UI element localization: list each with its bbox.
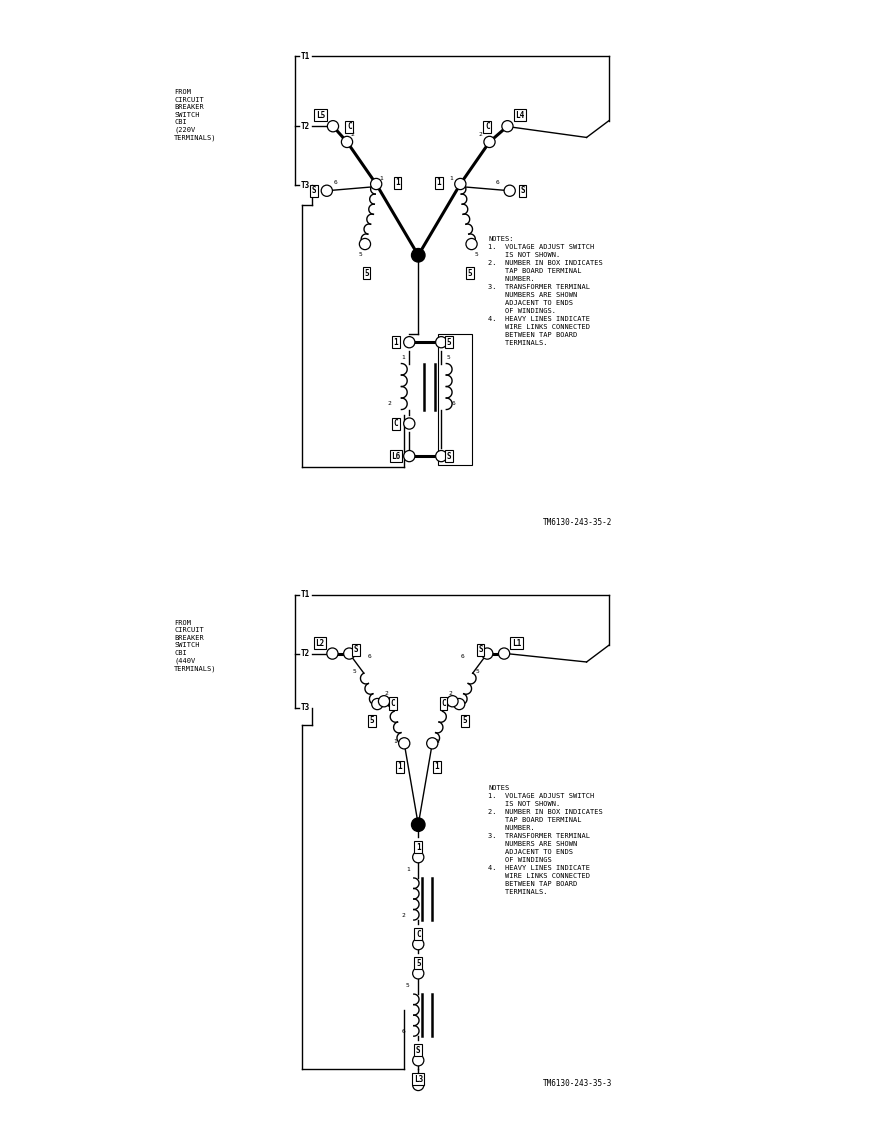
Text: C: C [416, 929, 420, 939]
Text: T3: T3 [300, 703, 309, 712]
Text: C: C [393, 419, 398, 429]
Text: 5: 5 [467, 268, 471, 278]
Text: 6: 6 [495, 180, 499, 185]
Circle shape [327, 120, 338, 131]
Circle shape [435, 337, 447, 348]
Text: S: S [447, 451, 451, 461]
Text: TM6130-243-35-2: TM6130-243-35-2 [542, 517, 611, 526]
Circle shape [341, 137, 353, 148]
Text: T2: T2 [300, 121, 309, 131]
Text: 1: 1 [392, 739, 396, 744]
Text: 2: 2 [401, 913, 405, 918]
Text: 1: 1 [393, 338, 398, 347]
Text: S: S [520, 186, 525, 195]
Text: S: S [354, 645, 358, 654]
Circle shape [370, 178, 381, 190]
Circle shape [403, 450, 415, 462]
Text: 6: 6 [460, 654, 463, 659]
Text: T2: T2 [300, 649, 309, 659]
Circle shape [484, 137, 494, 148]
Text: S: S [478, 645, 482, 654]
Text: S: S [311, 186, 316, 195]
Circle shape [447, 696, 457, 707]
Text: 5: 5 [476, 669, 479, 674]
Text: 5: 5 [446, 355, 449, 360]
Circle shape [378, 696, 389, 707]
Text: L2: L2 [315, 638, 324, 649]
Text: TM6130-243-35-3: TM6130-243-35-3 [542, 1078, 611, 1087]
Text: 5: 5 [462, 716, 467, 726]
Circle shape [412, 1079, 424, 1091]
Text: 2: 2 [350, 132, 354, 137]
Text: 1: 1 [395, 178, 400, 187]
Circle shape [412, 967, 424, 978]
Text: 6: 6 [367, 654, 370, 659]
Text: 1: 1 [406, 866, 409, 872]
Text: 1: 1 [397, 762, 401, 772]
Text: T3: T3 [300, 181, 309, 190]
Text: 5: 5 [364, 268, 369, 278]
Text: 2: 2 [447, 690, 451, 696]
Circle shape [343, 647, 354, 660]
Bar [438, 334, 471, 465]
Circle shape [455, 178, 465, 190]
Text: L1: L1 [511, 638, 520, 649]
Circle shape [501, 120, 512, 131]
Text: L3: L3 [413, 1075, 423, 1084]
Circle shape [481, 647, 493, 660]
Circle shape [371, 698, 383, 710]
Text: 1: 1 [435, 739, 439, 744]
Circle shape [435, 450, 447, 462]
Text: 1: 1 [416, 843, 420, 852]
Text: NOTES:
1.  VOLTAGE ADJUST SWITCH
    IS NOT SHOWN.
2.  NUMBER IN BOX INDICATES
 : NOTES: 1. VOLTAGE ADJUST SWITCH IS NOT S… [488, 236, 602, 346]
Text: S: S [416, 1046, 420, 1055]
Text: 2: 2 [387, 401, 391, 406]
Text: FROM
CIRCUIT
BREAKER
SWITCH
CBI
(440V
TERMINALS): FROM CIRCUIT BREAKER SWITCH CBI (440V TE… [174, 619, 216, 672]
Text: C: C [346, 122, 351, 131]
Text: 5: 5 [353, 669, 356, 674]
Text: 2: 2 [478, 132, 481, 137]
Circle shape [498, 647, 509, 660]
Text: 5: 5 [406, 983, 409, 987]
Circle shape [403, 417, 415, 429]
Text: 1: 1 [436, 178, 441, 187]
Text: FROM
CIRCUIT
BREAKER
SWITCH
CBI
(220V
TERMINALS): FROM CIRCUIT BREAKER SWITCH CBI (220V TE… [174, 89, 216, 141]
Text: 6: 6 [401, 1029, 405, 1034]
Text: 5: 5 [474, 252, 478, 257]
Text: 5: 5 [447, 338, 451, 347]
Text: C: C [485, 122, 489, 131]
Circle shape [426, 738, 438, 749]
Text: L4: L4 [515, 110, 524, 120]
Text: 1: 1 [400, 355, 404, 360]
Circle shape [398, 738, 409, 749]
Text: 5: 5 [416, 958, 420, 968]
Text: 2: 2 [384, 690, 387, 696]
Circle shape [465, 239, 477, 250]
Circle shape [412, 852, 424, 863]
Text: C: C [390, 699, 395, 708]
Text: T1: T1 [300, 52, 309, 61]
Circle shape [326, 647, 338, 660]
Circle shape [411, 249, 424, 263]
Text: T1: T1 [300, 590, 309, 599]
Circle shape [321, 185, 332, 196]
Circle shape [412, 1055, 424, 1066]
Text: 6: 6 [333, 180, 337, 185]
Circle shape [411, 818, 424, 831]
Text: 1: 1 [434, 762, 439, 772]
Text: 6: 6 [451, 401, 455, 406]
Text: 5: 5 [369, 716, 374, 726]
Circle shape [403, 337, 415, 348]
Text: L5: L5 [315, 110, 325, 120]
Text: NOTES
1.  VOLTAGE ADJUST SWITCH
    IS NOT SHOWN.
2.  NUMBER IN BOX INDICATES
  : NOTES 1. VOLTAGE ADJUST SWITCH IS NOT SH… [488, 785, 602, 895]
Text: L6: L6 [391, 451, 400, 461]
Text: C: C [440, 699, 446, 708]
Circle shape [453, 698, 464, 710]
Text: 5: 5 [358, 252, 361, 257]
Circle shape [359, 239, 370, 250]
Text: 1: 1 [448, 175, 453, 181]
Circle shape [503, 185, 515, 196]
Circle shape [412, 938, 424, 949]
Text: 1: 1 [379, 175, 383, 181]
